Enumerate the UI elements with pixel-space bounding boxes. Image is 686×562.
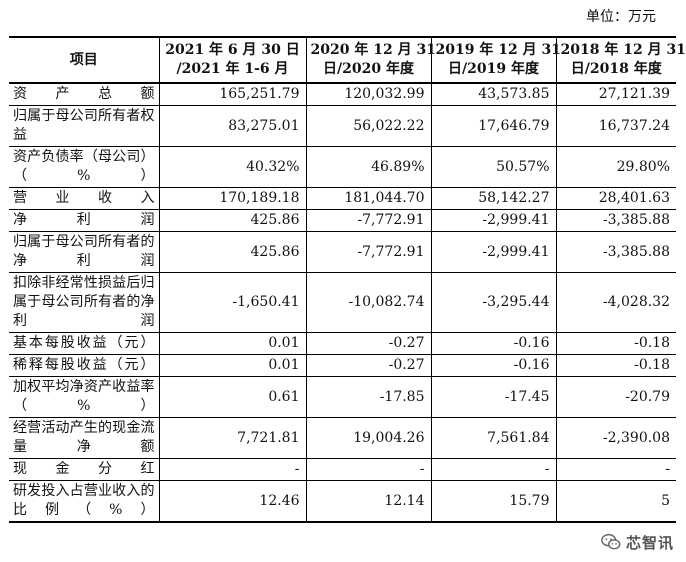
cell-value: -0.16 xyxy=(430,354,556,377)
cell-value: -3,385.88 xyxy=(555,231,676,273)
financial-table: 项目 2021 年 6 月 30 日/2021 年 1-6 月 2020 年 1… xyxy=(9,36,686,523)
cell-value: 425.86 xyxy=(158,209,306,232)
cell-value: -3,295.44 xyxy=(430,272,556,333)
cell-value: 165,251.79 xyxy=(158,82,306,106)
cell-value: 12.46 xyxy=(158,480,306,522)
table-row: 研发投入占营业收入的比例（%） 12.46 12.14 15.79 5 xyxy=(9,480,676,522)
row-label: 资产总额 xyxy=(9,82,159,106)
watermark: 芯智讯 xyxy=(597,531,676,553)
header-2018: 2018 年 12 月 31 日/2018 年度 xyxy=(555,37,686,83)
cell-value: -1,650.41 xyxy=(158,272,306,333)
cell-value: 425.86 xyxy=(158,231,306,273)
header-2019: 2019 年 12 月 31 日/2019 年度 xyxy=(430,37,561,83)
cell-value: 7,721.81 xyxy=(158,417,306,459)
cell-value: 0.01 xyxy=(158,332,306,355)
cell-value: -7,772.91 xyxy=(305,231,431,273)
cell-value: 19,004.26 xyxy=(305,417,431,459)
row-label: 扣除非经常性损益后归属于母公司所有者的净利润 xyxy=(9,272,159,333)
row-label: 归属于母公司所有者权益 xyxy=(9,105,159,147)
cell-value: -10,082.74 xyxy=(305,272,431,333)
cell-value: - xyxy=(555,458,676,481)
cell-value: -7,772.91 xyxy=(305,209,431,232)
table-row: 基本每股收益（元） 0.01 -0.27 -0.16 -0.18 xyxy=(9,332,676,355)
cell-value: 12.14 xyxy=(305,480,431,522)
row-label: 研发投入占营业收入的比例（%） xyxy=(9,480,159,522)
row-label: 稀释每股收益（元） xyxy=(9,354,159,377)
cell-value: - xyxy=(158,458,306,481)
cell-value: -4,028.32 xyxy=(555,272,676,333)
cell-value: -2,999.41 xyxy=(430,209,556,232)
watermark-text: 芯智讯 xyxy=(625,533,674,552)
cell-value: 16,737.24 xyxy=(555,105,676,147)
table-row: 资产负债率（母公司）（%） 40.32% 46.89% 50.57% 29.80… xyxy=(9,146,676,188)
cell-value: -2,999.41 xyxy=(430,231,556,273)
header-2021h1: 2021 年 6 月 30 日/2021 年 1-6 月 xyxy=(158,37,306,83)
cell-value: 15.79 xyxy=(430,480,556,522)
row-label: 加权平均净资产收益率（%） xyxy=(9,376,159,418)
cell-value: 58,142.27 xyxy=(430,187,556,210)
cell-value: -2,390.08 xyxy=(555,417,676,459)
wechat-icon xyxy=(601,533,621,550)
cell-value: -0.16 xyxy=(430,332,556,355)
cell-value: 181,044.70 xyxy=(305,187,431,210)
cell-value: -0.18 xyxy=(555,332,676,355)
cell-value: 83,275.01 xyxy=(158,105,306,147)
row-label: 现金分红 xyxy=(9,458,159,481)
table-header-row: 项目 2021 年 6 月 30 日/2021 年 1-6 月 2020 年 1… xyxy=(9,37,686,83)
cell-value: -17.85 xyxy=(305,376,431,418)
cell-value: 0.01 xyxy=(158,354,306,377)
row-label: 归属于母公司所有者的净利润 xyxy=(9,231,159,273)
cell-value: 29.80% xyxy=(555,146,676,188)
table-row: 现金分红 - - - - xyxy=(9,458,676,481)
cell-value: 7,561.84 xyxy=(430,417,556,459)
cell-value: 170,189.18 xyxy=(158,187,306,210)
cell-value: -0.18 xyxy=(555,354,676,377)
table-row: 经营活动产生的现金流量净额 7,721.81 19,004.26 7,561.8… xyxy=(9,417,676,459)
cell-value: 56,022.22 xyxy=(305,105,431,147)
cell-value: 120,032.99 xyxy=(305,82,431,106)
table-row: 扣除非经常性损益后归属于母公司所有者的净利润 -1,650.41 -10,082… xyxy=(9,272,676,333)
cell-value: -0.27 xyxy=(305,354,431,377)
header-2020: 2020 年 12 月 31 日/2020 年度 xyxy=(305,37,436,83)
header-item: 项目 xyxy=(69,51,98,68)
table-row: 净利润 425.86 -7,772.91 -2,999.41 -3,385.88 xyxy=(9,209,676,232)
cell-value: - xyxy=(305,458,431,481)
table-row: 资产总额 165,251.79 120,032.99 43,573.85 27,… xyxy=(9,82,676,106)
row-label: 资产负债率（母公司）（%） xyxy=(9,146,159,188)
cell-value: 27,121.39 xyxy=(555,82,676,106)
cell-value: 5 xyxy=(555,480,676,522)
cell-value: 28,401.63 xyxy=(555,187,676,210)
cell-value: - xyxy=(430,458,556,481)
cell-value: -17.45 xyxy=(430,376,556,418)
row-label: 净利润 xyxy=(9,209,159,232)
cell-value: 40.32% xyxy=(158,146,306,188)
row-label: 营业收入 xyxy=(9,187,159,210)
cell-value: -20.79 xyxy=(555,376,676,418)
cell-value: 0.61 xyxy=(158,376,306,418)
unit-label: 单位：万元 xyxy=(586,9,656,25)
cell-value: -3,385.88 xyxy=(555,209,676,232)
cell-value: 46.89% xyxy=(305,146,431,188)
table-row: 归属于母公司所有者的净利润 425.86 -7,772.91 -2,999.41… xyxy=(9,231,676,273)
row-label: 经营活动产生的现金流量净额 xyxy=(9,417,159,459)
cell-value: 43,573.85 xyxy=(430,82,556,106)
table-row: 加权平均净资产收益率（%） 0.61 -17.85 -17.45 -20.79 xyxy=(9,376,676,418)
cell-value: 17,646.79 xyxy=(430,105,556,147)
cell-value: -0.27 xyxy=(305,332,431,355)
cell-value: 50.57% xyxy=(430,146,556,188)
table-row: 稀释每股收益（元） 0.01 -0.27 -0.16 -0.18 xyxy=(9,354,676,377)
table-row: 归属于母公司所有者权益 83,275.01 56,022.22 17,646.7… xyxy=(9,105,676,147)
table-row: 营业收入 170,189.18 181,044.70 58,142.27 28,… xyxy=(9,187,676,210)
row-label: 基本每股收益（元） xyxy=(9,332,159,355)
